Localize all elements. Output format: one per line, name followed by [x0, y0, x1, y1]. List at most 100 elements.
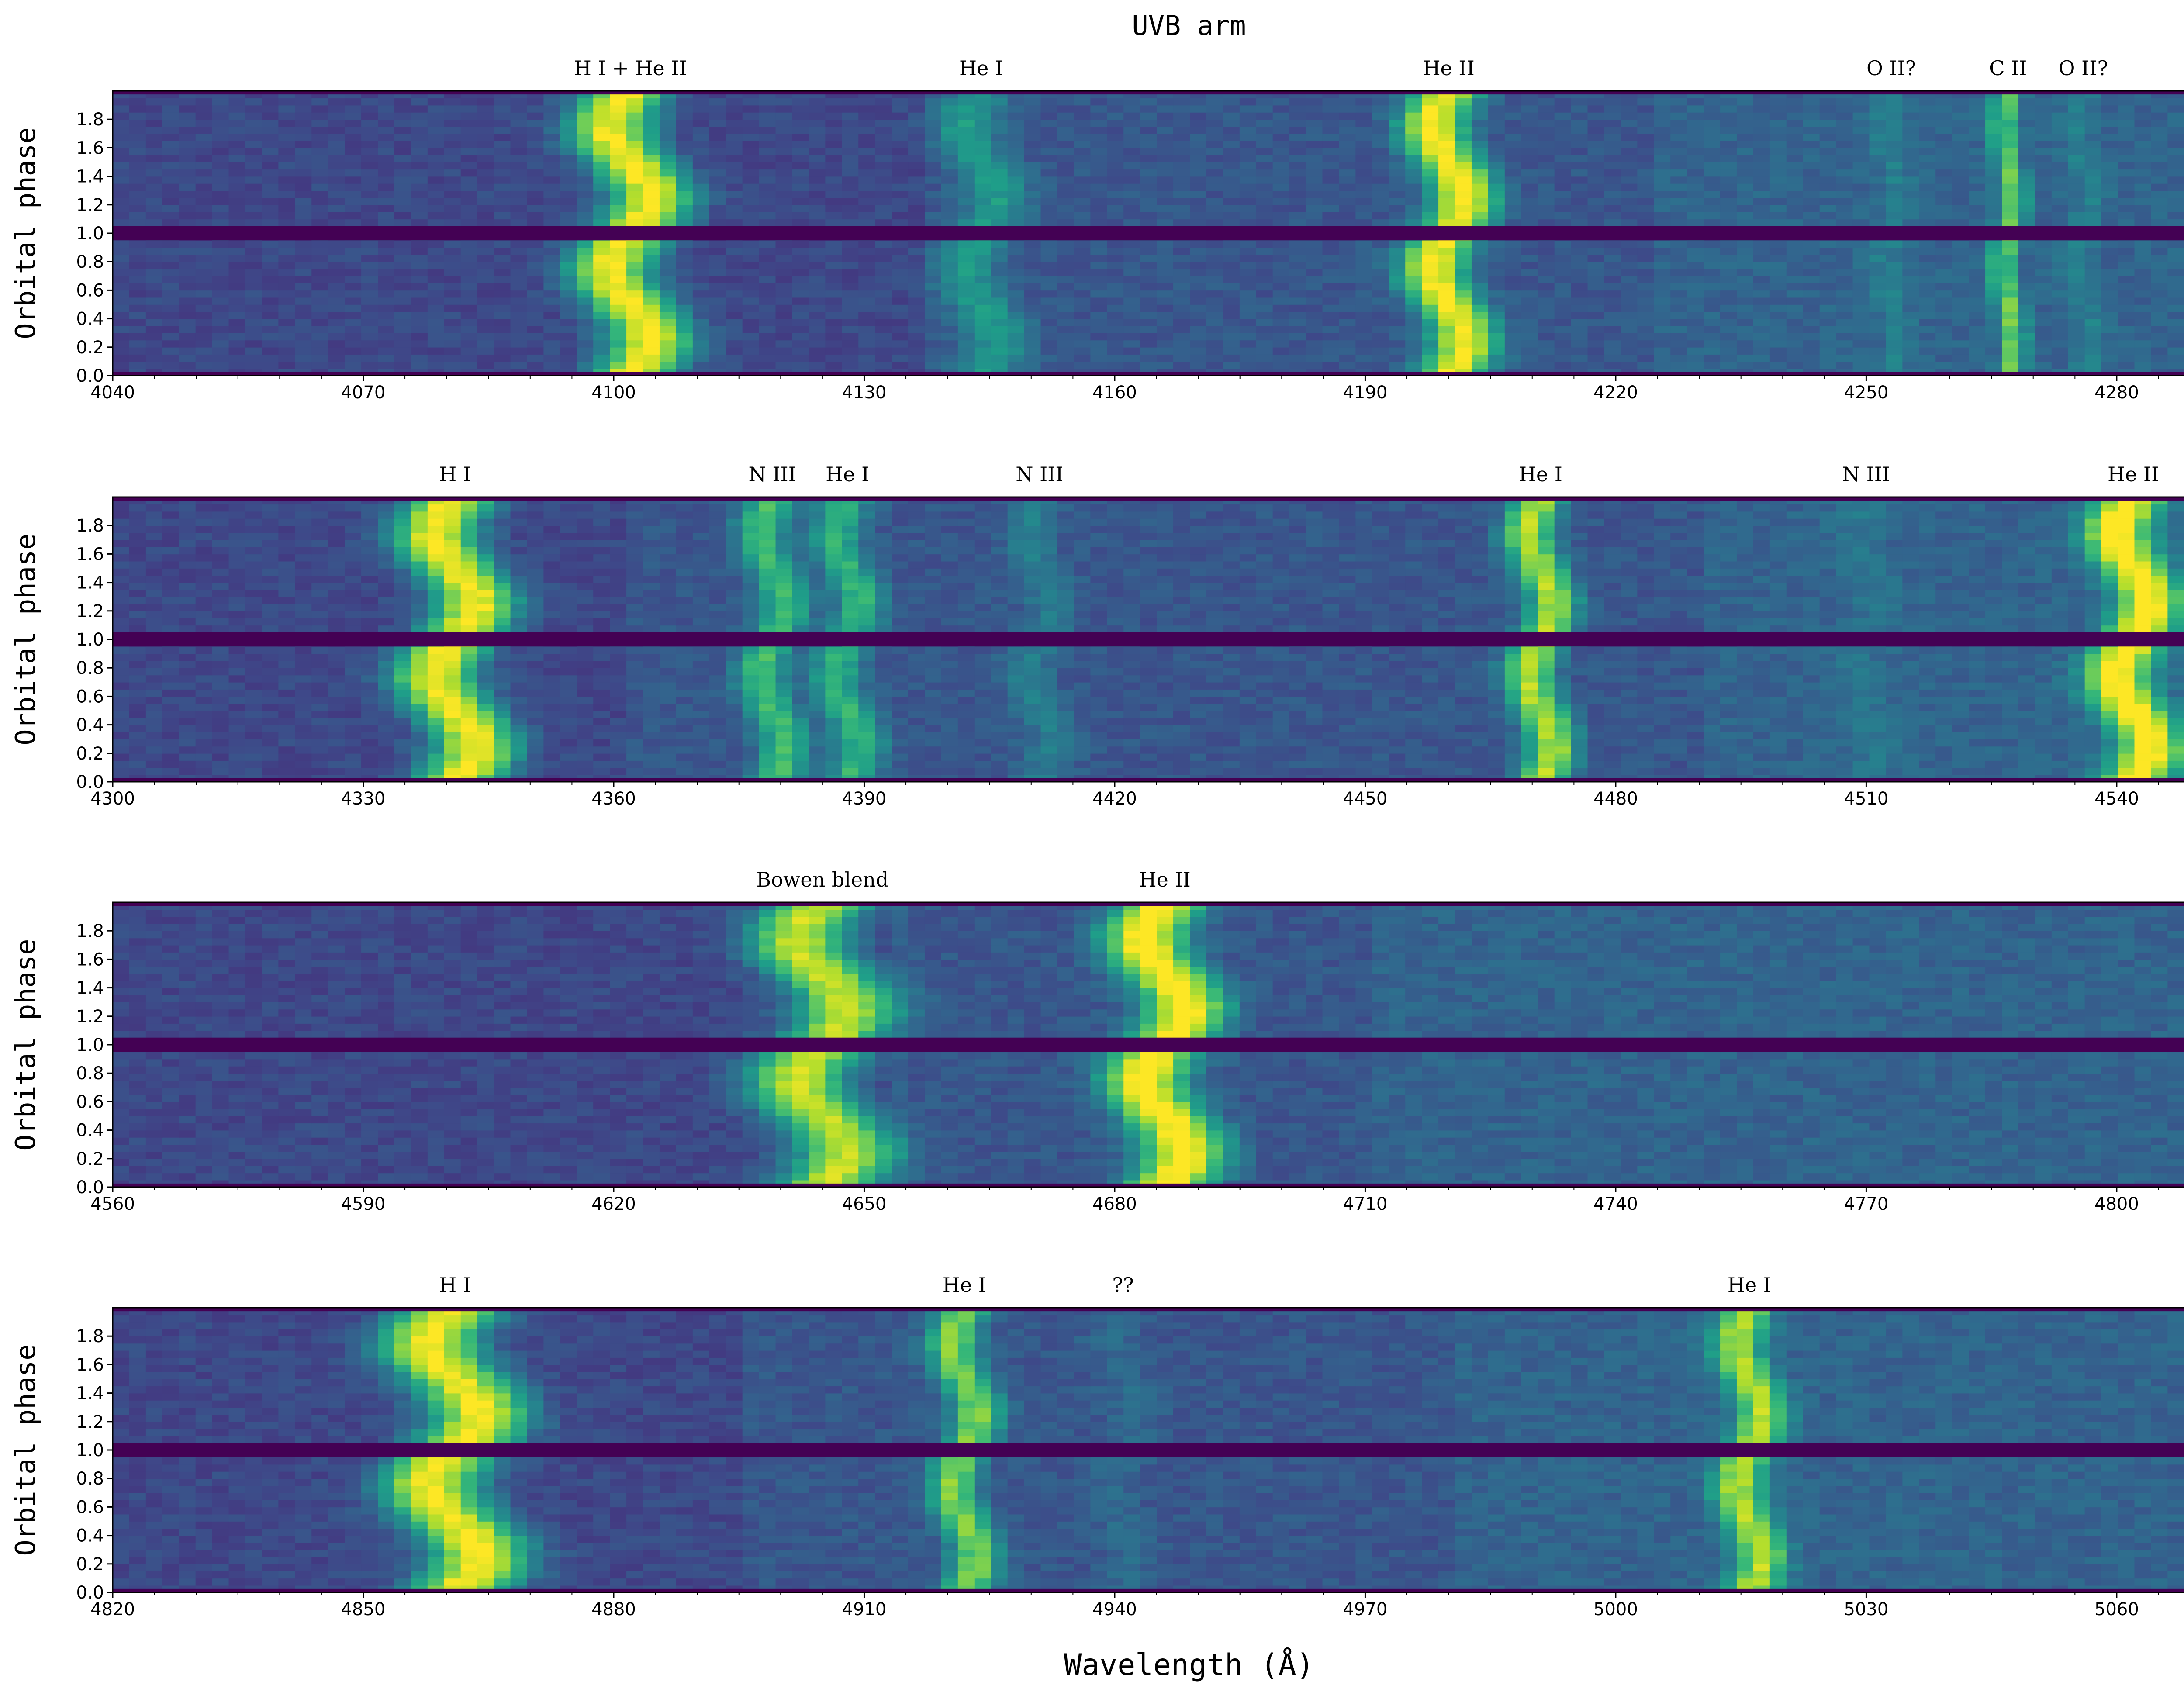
heatmap-panel-2: 0.0 0.2 0.4 0.6 0.8 1.0 1.2 1.4 1.6 1.8 4300 4330 43…	[10, 463, 2184, 809]
x-tick-label: 4680	[1092, 1194, 1137, 1214]
line-annotation: O II?	[1866, 56, 1916, 80]
x-tick-label: 4510	[1844, 789, 1889, 809]
y-axis-label: Orbital phase	[10, 939, 41, 1150]
x-tick-label: 4130	[842, 383, 887, 403]
y-tick-label: 0.4	[76, 1526, 104, 1546]
x-tick-label: 5000	[1593, 1599, 1638, 1619]
x-tick-label: 4160	[1092, 383, 1137, 403]
line-annotation: He I	[826, 463, 869, 486]
y-tick-label: 1.0	[76, 630, 104, 650]
x-tick-label: 4850	[341, 1599, 386, 1619]
y-tick-label: 1.2	[76, 1007, 104, 1027]
y-tick-label: 0.0	[76, 772, 104, 792]
y-axis-label: Orbital phase	[10, 533, 41, 745]
heatmap-panel-1: 0.0 0.2 0.4 0.6 0.8 1.0 1.2 1.4 1.6 1.8 4040 4070 41…	[10, 56, 2184, 403]
x-tick-label: 4300	[90, 789, 135, 809]
line-annotation: H I	[439, 463, 471, 486]
x-tick-label: 4770	[1844, 1194, 1889, 1214]
line-annotation: He II	[1423, 56, 1474, 80]
x-tick-label: 5030	[1844, 1599, 1889, 1619]
line-annotation: He I	[959, 56, 1003, 80]
line-annotation: N III	[1842, 463, 1890, 486]
heatmap-panel-4: 0.0 0.2 0.4 0.6 0.8 1.0 1.2 1.4 1.6 1.8 4820 4850 48…	[10, 1273, 2184, 1619]
y-tick-label: 0.4	[76, 1121, 104, 1141]
y-tick-label: 1.8	[76, 516, 104, 536]
line-annotation: He II	[1139, 868, 1190, 891]
x-tick-label: 4710	[1343, 1194, 1388, 1214]
line-annotation: He I	[1519, 463, 1562, 486]
line-annotation: C II	[1989, 56, 2027, 80]
figure-title: UVB arm	[1132, 10, 1246, 41]
line-annotation: ??	[1112, 1273, 1133, 1297]
y-tick-label: 1.0	[76, 1035, 104, 1055]
y-tick-label: 1.8	[76, 110, 104, 130]
x-tick-label: 4940	[1092, 1599, 1137, 1619]
y-tick-label: 1.4	[76, 573, 104, 593]
heatmap-image-1	[113, 91, 2184, 376]
line-annotation: N III	[1016, 463, 1063, 486]
x-tick-label: 4540	[2094, 789, 2139, 809]
y-tick-label: 1.6	[76, 1355, 104, 1375]
x-tick-label: 4650	[842, 1194, 887, 1214]
y-tick-label: 1.2	[76, 195, 104, 215]
y-tick-label: 0.2	[76, 744, 104, 764]
y-tick-label: 0.0	[76, 366, 104, 386]
x-axis-label: Wavelength (Å)	[1064, 1647, 1314, 1682]
x-tick-label: 4450	[1343, 789, 1388, 809]
y-tick-label: 0.4	[76, 715, 104, 736]
line-annotation: H I	[439, 1273, 471, 1297]
heatmap-image-4	[113, 1308, 2184, 1592]
x-tick-label: 4820	[90, 1599, 135, 1619]
line-annotation: N III	[748, 463, 796, 486]
y-tick-label: 0.2	[76, 1149, 104, 1169]
x-tick-label: 4740	[1593, 1194, 1638, 1214]
x-tick-label: 4220	[1593, 383, 1638, 403]
y-tick-label: 0.8	[76, 1064, 104, 1084]
y-tick-label: 0.8	[76, 252, 104, 272]
line-annotation: He II	[2108, 463, 2159, 486]
y-tick-label: 1.0	[76, 1440, 104, 1461]
y-tick-label: 1.6	[76, 544, 104, 564]
x-tick-label: 4880	[591, 1599, 636, 1619]
x-tick-label: 4360	[591, 789, 636, 809]
x-tick-label: 4040	[90, 383, 135, 403]
y-tick-label: 0.6	[76, 280, 104, 300]
x-tick-label: 4970	[1343, 1599, 1388, 1619]
x-tick-label: 4330	[341, 789, 386, 809]
heatmap-panel-3: 0.0 0.2 0.4 0.6 0.8 1.0 1.2 1.4 1.6 1.8 4560 4590 46…	[10, 868, 2184, 1214]
line-annotation: O II?	[2059, 56, 2108, 80]
y-axis-label: Orbital phase	[10, 127, 41, 339]
y-tick-label: 1.4	[76, 1384, 104, 1404]
x-tick-label: 4070	[341, 383, 386, 403]
x-tick-label: 4280	[2094, 383, 2139, 403]
x-tick-label: 5060	[2094, 1599, 2139, 1619]
y-tick-label: 0.6	[76, 687, 104, 707]
y-tick-label: 1.2	[76, 1412, 104, 1432]
y-tick-label: 1.4	[76, 167, 104, 187]
x-tick-label: 4590	[341, 1194, 386, 1214]
y-tick-label: 1.2	[76, 601, 104, 622]
x-tick-label: 4100	[591, 383, 636, 403]
y-axis-label: Orbital phase	[10, 1344, 41, 1556]
y-tick-label: 0.6	[76, 1497, 104, 1517]
line-annotation: He I	[943, 1273, 986, 1297]
line-annotation: Bowen blend	[756, 868, 888, 891]
y-tick-label: 0.4	[76, 309, 104, 329]
y-tick-label: 0.6	[76, 1092, 104, 1112]
y-tick-label: 1.8	[76, 921, 104, 941]
x-tick-label: 4420	[1092, 789, 1137, 809]
y-tick-label: 1.8	[76, 1326, 104, 1347]
line-annotation: He I	[1728, 1273, 1771, 1297]
x-tick-label: 4250	[1844, 383, 1889, 403]
y-tick-label: 0.2	[76, 1554, 104, 1575]
line-annotation: H I + He II	[574, 56, 687, 80]
y-tick-label: 1.4	[76, 978, 104, 998]
y-tick-label: 1.6	[76, 950, 104, 970]
x-tick-label: 4910	[842, 1599, 887, 1619]
y-tick-label: 0.2	[76, 338, 104, 358]
x-tick-label: 4620	[591, 1194, 636, 1214]
x-tick-label: 4390	[842, 789, 887, 809]
y-tick-label: 0.0	[76, 1177, 104, 1198]
x-tick-label: 4190	[1343, 383, 1388, 403]
